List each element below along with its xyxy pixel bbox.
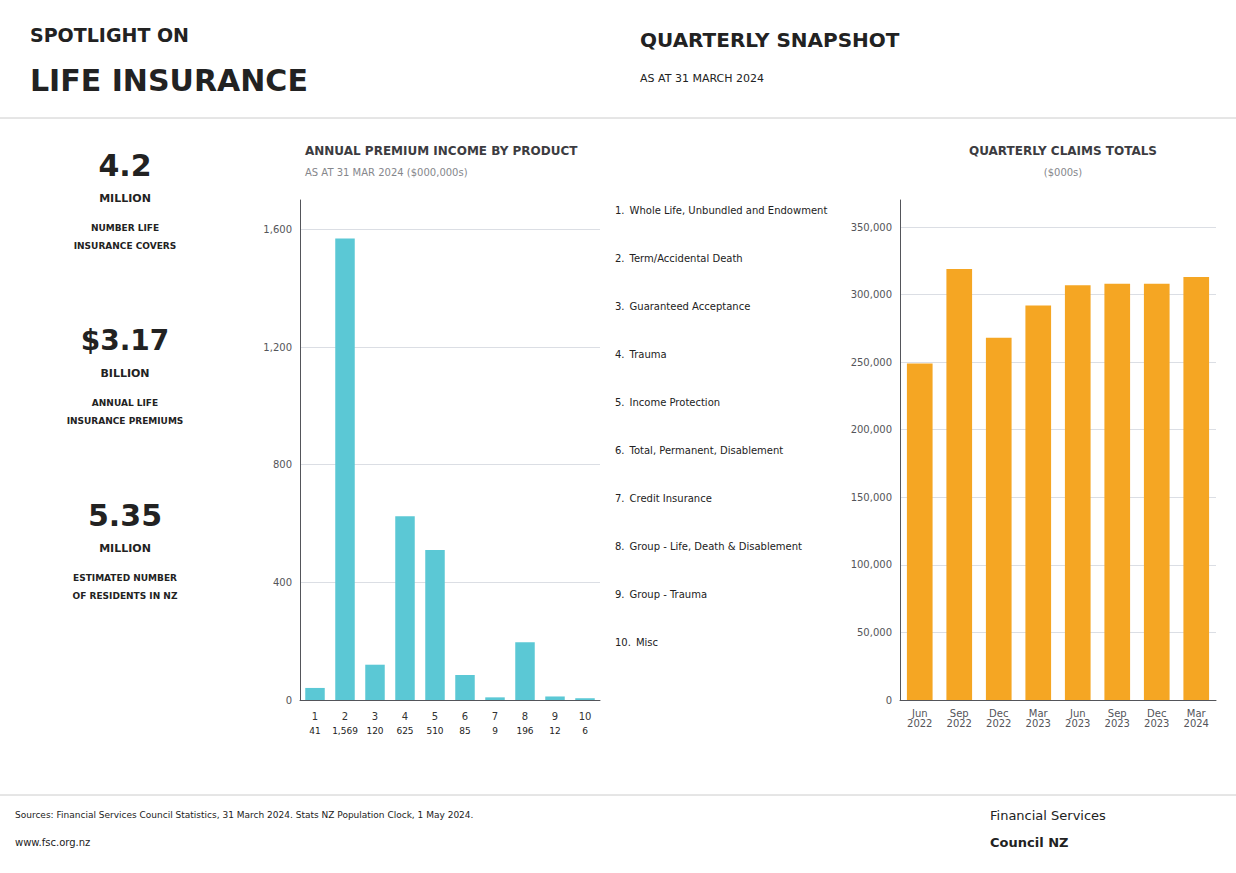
svg-text:510: 510 — [426, 726, 443, 736]
svg-text:7. Credit Insurance: 7. Credit Insurance — [615, 493, 712, 504]
svg-text:10. Misc: 10. Misc — [615, 637, 658, 648]
svg-text:120: 120 — [366, 726, 383, 736]
svg-text:2022: 2022 — [907, 718, 932, 729]
svg-text:150,000: 150,000 — [851, 492, 892, 503]
svg-text:NUMBER LIFE: NUMBER LIFE — [91, 223, 159, 233]
svg-text:Council NZ: Council NZ — [990, 835, 1068, 850]
svg-text:2023: 2023 — [1144, 718, 1169, 729]
svg-text:QUARTERLY SNAPSHOT: QUARTERLY SNAPSHOT — [640, 28, 900, 52]
svg-text:www.fsc.org.nz: www.fsc.org.nz — [15, 837, 90, 848]
svg-text:AS AT 31 MAR 2024 ($000,000s): AS AT 31 MAR 2024 ($000,000s) — [305, 167, 468, 178]
svg-text:MILLION: MILLION — [99, 542, 151, 555]
svg-text:2022: 2022 — [947, 718, 972, 729]
svg-text:Sources: Financial Services Co: Sources: Financial Services Council Stat… — [15, 810, 473, 820]
svg-text:ANNUAL LIFE: ANNUAL LIFE — [92, 398, 158, 408]
svg-text:85: 85 — [459, 726, 470, 736]
svg-text:300,000: 300,000 — [851, 289, 892, 300]
svg-text:8: 8 — [522, 711, 528, 722]
svg-text:100,000: 100,000 — [851, 559, 892, 570]
svg-text:Mar: Mar — [1028, 707, 1048, 719]
svg-text:AS AT 31 MARCH 2024: AS AT 31 MARCH 2024 — [640, 72, 764, 85]
svg-text:6. Total, Permanent, Disableme: 6. Total, Permanent, Disablement — [615, 445, 783, 456]
svg-text:9. Group - Trauma: 9. Group - Trauma — [615, 589, 707, 600]
svg-text:2022: 2022 — [986, 718, 1011, 729]
svg-text:625: 625 — [396, 726, 413, 736]
svg-text:2023: 2023 — [1065, 718, 1090, 729]
svg-text:5. Income Protection: 5. Income Protection — [615, 397, 720, 408]
svg-text:1: 1 — [312, 711, 318, 722]
svg-text:4. Trauma: 4. Trauma — [615, 349, 667, 360]
svg-text:6: 6 — [462, 711, 468, 722]
svg-text:Jun: Jun — [1069, 707, 1086, 719]
svg-text:2023: 2023 — [1105, 718, 1130, 729]
svg-text:6: 6 — [582, 726, 588, 736]
svg-text:2. Term/Accidental Death: 2. Term/Accidental Death — [615, 253, 743, 264]
svg-text:Dec: Dec — [989, 707, 1009, 719]
svg-text:9: 9 — [552, 711, 558, 722]
svg-text:($000s): ($000s) — [1044, 167, 1083, 178]
svg-text:Mar: Mar — [1186, 707, 1206, 719]
svg-text:3. Guaranteed Acceptance: 3. Guaranteed Acceptance — [615, 301, 750, 312]
svg-text:SPOTLIGHT ON: SPOTLIGHT ON — [30, 24, 189, 46]
svg-text:3: 3 — [372, 711, 378, 722]
svg-text:7: 7 — [492, 711, 498, 722]
svg-text:200,000: 200,000 — [851, 424, 892, 435]
svg-text:0: 0 — [886, 695, 892, 706]
svg-text:OF RESIDENTS IN NZ: OF RESIDENTS IN NZ — [73, 591, 178, 601]
svg-text:$3.17: $3.17 — [81, 324, 170, 357]
svg-text:9: 9 — [492, 726, 498, 736]
svg-text:Financial Services: Financial Services — [990, 808, 1106, 823]
svg-text:ESTIMATED NUMBER: ESTIMATED NUMBER — [73, 573, 177, 583]
svg-text:4: 4 — [402, 711, 408, 722]
svg-text:1,200: 1,200 — [263, 342, 292, 353]
svg-text:Jun: Jun — [911, 707, 928, 719]
svg-text:12: 12 — [549, 726, 560, 736]
svg-text:LIFE INSURANCE: LIFE INSURANCE — [30, 63, 308, 98]
svg-text:4.2: 4.2 — [98, 148, 151, 183]
svg-text:ANNUAL PREMIUM INCOME BY PRODU: ANNUAL PREMIUM INCOME BY PRODUCT — [305, 144, 578, 158]
svg-text:196: 196 — [516, 726, 533, 736]
svg-text:Sep: Sep — [1107, 707, 1127, 719]
svg-text:350,000: 350,000 — [851, 222, 892, 233]
svg-text:2023: 2023 — [1026, 718, 1051, 729]
svg-text:Sep: Sep — [949, 707, 969, 719]
svg-text:2024: 2024 — [1184, 718, 1209, 729]
svg-text:BILLION: BILLION — [100, 367, 149, 380]
svg-text:250,000: 250,000 — [851, 357, 892, 368]
svg-text:800: 800 — [273, 459, 292, 470]
svg-text:50,000: 50,000 — [857, 627, 892, 638]
svg-text:2: 2 — [342, 711, 348, 722]
svg-text:5.35: 5.35 — [88, 498, 162, 533]
svg-text:400: 400 — [273, 577, 292, 588]
svg-text:INSURANCE COVERS: INSURANCE COVERS — [74, 241, 177, 251]
svg-text:1,600: 1,600 — [263, 224, 292, 235]
svg-text:8. Group - Life, Death & Disab: 8. Group - Life, Death & Disablement — [615, 541, 802, 552]
svg-text:INSURANCE PREMIUMS: INSURANCE PREMIUMS — [67, 416, 184, 426]
svg-text:41: 41 — [309, 726, 320, 736]
svg-text:QUARTERLY CLAIMS TOTALS: QUARTERLY CLAIMS TOTALS — [969, 144, 1157, 158]
svg-text:0: 0 — [286, 695, 292, 706]
svg-text:1. Whole Life, Unbundled and E: 1. Whole Life, Unbundled and Endowment — [615, 205, 827, 216]
svg-text:10: 10 — [579, 711, 592, 722]
svg-text:1,569: 1,569 — [332, 726, 358, 736]
svg-text:5: 5 — [432, 711, 438, 722]
svg-text:MILLION: MILLION — [99, 192, 151, 205]
svg-text:Dec: Dec — [1147, 707, 1167, 719]
